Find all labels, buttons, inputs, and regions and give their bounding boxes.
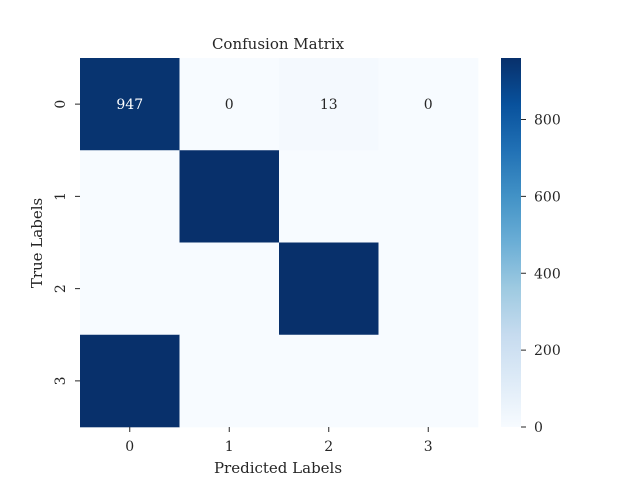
colorbar-tick-label: 400 <box>534 266 561 282</box>
heatmap-cell <box>80 58 180 151</box>
colorbar <box>501 58 521 427</box>
heatmap-cell <box>80 242 180 336</box>
colorbar-tick-label: 200 <box>534 343 561 359</box>
colorbar-tick-label: 0 <box>534 420 543 436</box>
heatmap-cell <box>179 58 280 151</box>
y-tick-label: 0 <box>53 100 69 109</box>
cell-annotation: 0 <box>225 97 234 113</box>
colorbar-tick-label: 800 <box>534 113 561 129</box>
chart-title: Confusion Matrix <box>212 35 345 53</box>
heatmap-cell <box>279 58 379 151</box>
heatmap-cell <box>378 242 479 336</box>
y-tick-label: 1 <box>53 192 69 201</box>
y-axis-label: True Labels <box>28 198 46 288</box>
cell-annotation: 947 <box>116 97 143 113</box>
heatmap-cell <box>279 334 379 428</box>
cell-annotation: 0 <box>424 97 433 113</box>
heatmap-cell <box>179 242 280 336</box>
heatmap-cells <box>80 58 479 428</box>
heatmap-cell <box>179 150 280 243</box>
colorbar-ticks: 0 200 400 600 800 <box>521 113 561 436</box>
heatmap-annotations: 947 0 13 0 <box>116 97 432 113</box>
x-tick-label: 2 <box>324 439 333 455</box>
heatmap-cell <box>80 334 180 428</box>
heatmap-cell <box>279 242 379 336</box>
x-tick-label: 3 <box>424 439 433 455</box>
heatmap-cell <box>378 334 479 428</box>
heatmap-cell <box>378 58 479 151</box>
y-axis-ticks: 0 1 2 3 <box>53 100 80 385</box>
heatmap-cell <box>279 150 379 243</box>
x-tick-label: 0 <box>125 439 134 455</box>
x-axis-ticks: 0 1 2 3 <box>125 427 433 455</box>
y-tick-label: 2 <box>53 284 69 293</box>
colorbar-tick-label: 600 <box>534 189 561 205</box>
y-tick-label: 3 <box>53 376 69 385</box>
heatmap-cell <box>80 150 180 243</box>
heatmap-cell <box>378 150 479 243</box>
x-tick-label: 1 <box>225 439 234 455</box>
x-axis-label: Predicted Labels <box>214 459 342 477</box>
cell-annotation: 13 <box>320 97 338 113</box>
heatmap-cell <box>179 334 280 428</box>
